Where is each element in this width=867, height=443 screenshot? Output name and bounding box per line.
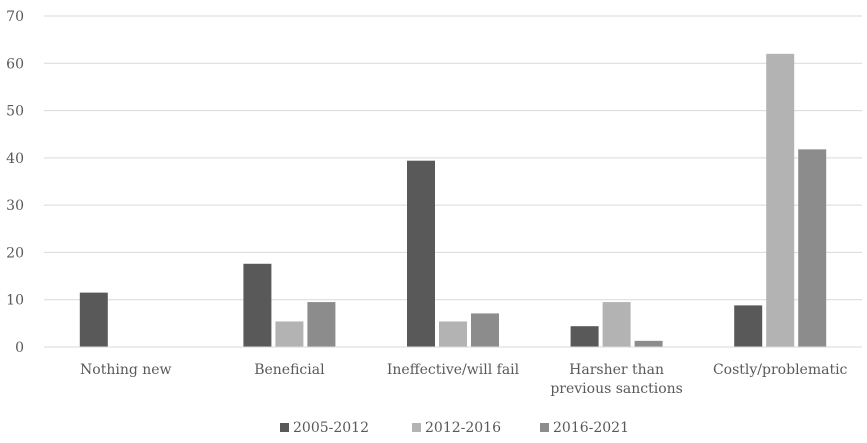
bar-2005-2012: [570, 326, 599, 347]
legend-label: 2005-2012: [293, 420, 369, 436]
category-label: Beneficial: [254, 362, 325, 378]
legend-label: 2016-2021: [553, 420, 629, 436]
y-tick-label: 60: [6, 56, 24, 72]
category-label: Costly/problematic: [713, 362, 848, 378]
bar-2016-2021: [471, 313, 499, 347]
category-labels: Nothing new Beneficial Ineffective/will fa…: [80, 362, 848, 397]
legend: 2005-2012 2012-2016 2016-2021: [280, 420, 629, 436]
bar-2012-2016: [602, 302, 631, 347]
gridlines: [44, 15, 862, 301]
y-tick-label: 40: [6, 151, 24, 167]
legend-swatch: [280, 423, 289, 432]
bar-2005-2012: [243, 263, 272, 347]
bar-2016-2021: [307, 302, 336, 347]
y-tick-label: 20: [6, 245, 24, 261]
bar-2012-2016: [766, 53, 795, 347]
y-tick-label: 10: [6, 293, 24, 309]
bars: [79, 53, 827, 347]
bar-2012-2016: [439, 321, 467, 347]
legend-swatch: [540, 423, 549, 432]
y-tick-label: 0: [15, 340, 24, 356]
y-tick-label: 70: [6, 9, 24, 25]
bar-2005-2012: [79, 292, 108, 347]
category-label: Harsher than previous sanctions: [550, 362, 683, 397]
bar-2012-2016: [275, 321, 304, 347]
category-label: Ineffective/will fail: [387, 362, 520, 378]
y-axis-ticks: 0 10 20 30 40 50 60 70: [6, 9, 24, 356]
y-tick-label: 30: [6, 198, 24, 214]
legend-swatch: [412, 423, 421, 432]
bar-2016-2021: [798, 149, 827, 347]
bar-2016-2021: [634, 340, 663, 347]
bar-2005-2012: [734, 305, 763, 347]
legend-label: 2012-2016: [425, 420, 501, 436]
category-label: Nothing new: [80, 362, 172, 378]
y-tick-label: 50: [6, 104, 24, 120]
bar-2005-2012: [407, 160, 435, 347]
